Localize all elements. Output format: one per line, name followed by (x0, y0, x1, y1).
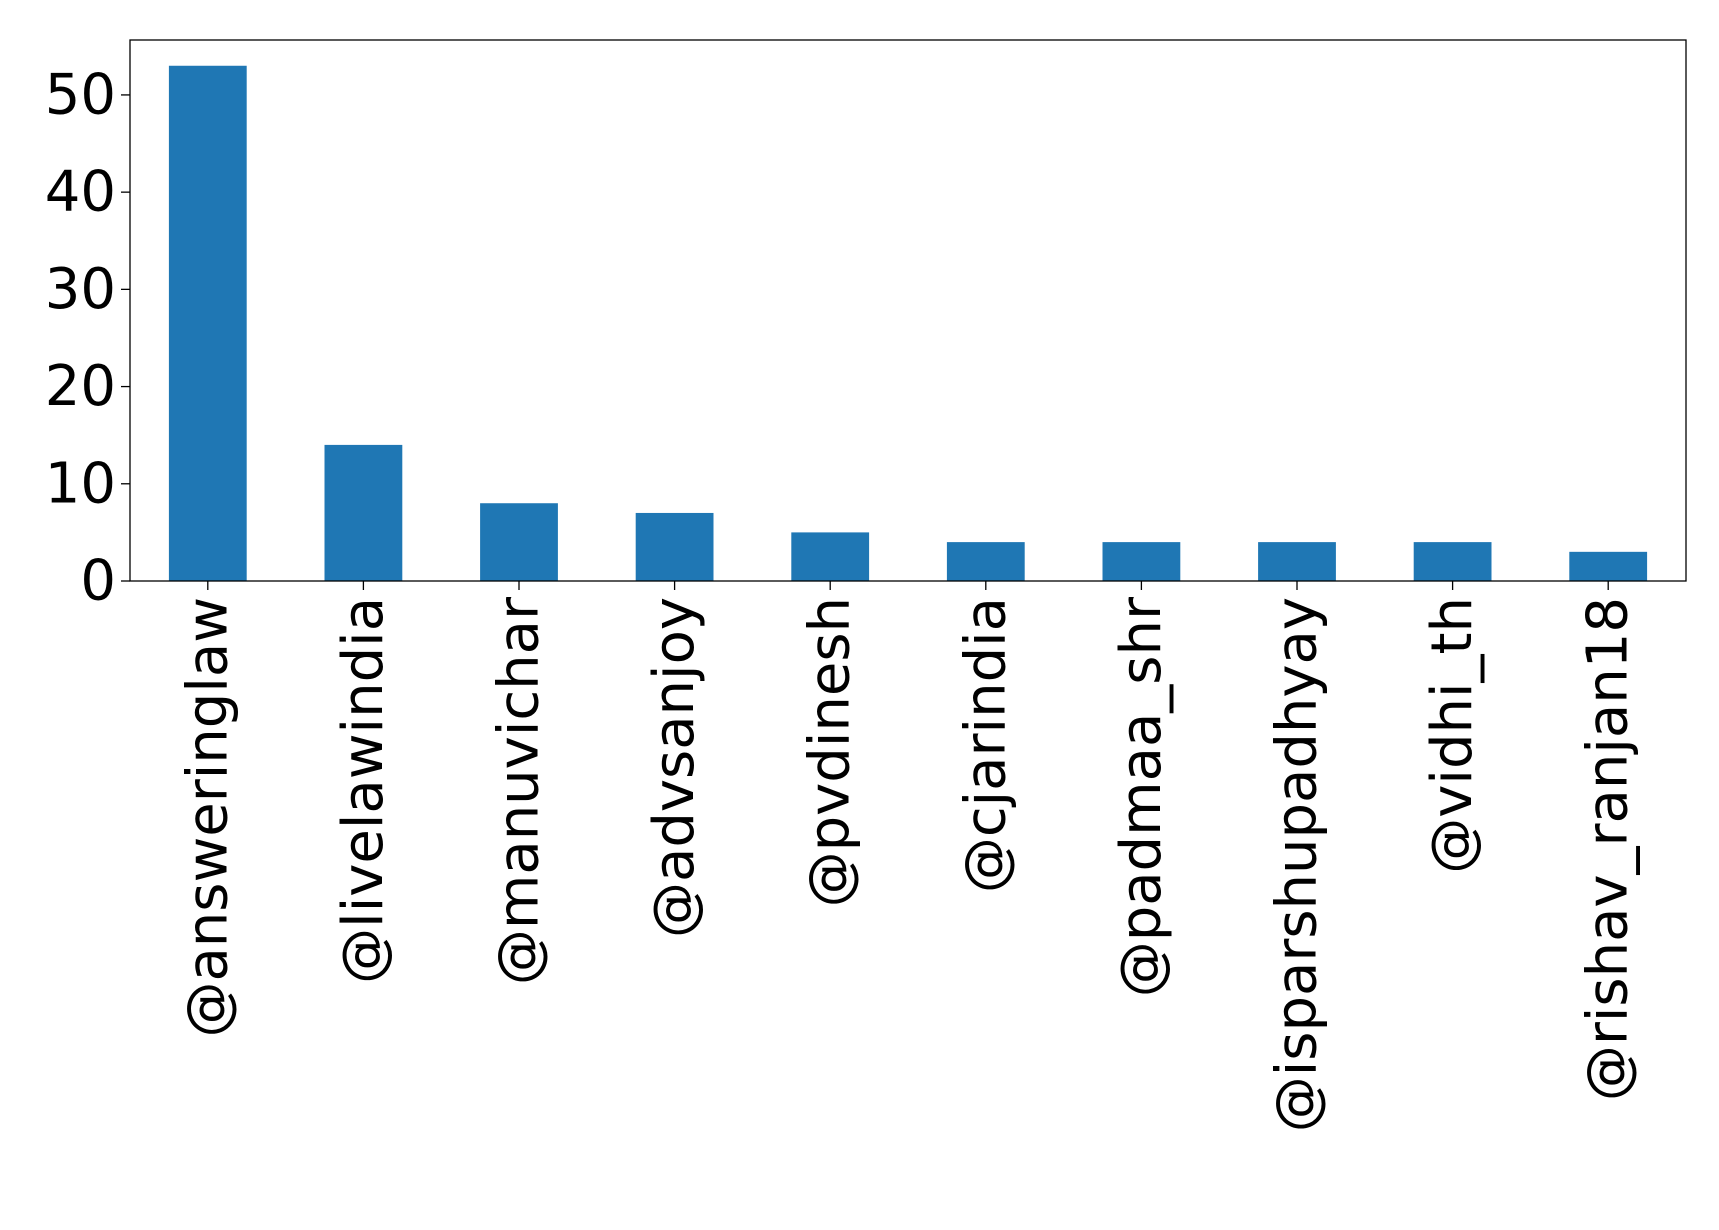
x-tick-label: @cjarindia (953, 597, 1018, 893)
x-tick-label: @rishav_ranjan18 (1576, 597, 1641, 1101)
x-tick-label: @vidhi_th (1420, 597, 1485, 874)
bars-group (168, 65, 1648, 581)
y-tick-label: 20 (45, 354, 116, 419)
bar-livelawindia (324, 444, 403, 581)
x-tick-label: @answeringlaw (175, 597, 240, 1038)
y-axis: 0 10 20 30 40 50 (45, 62, 130, 614)
y-tick-label: 50 (45, 62, 116, 127)
bar-pvdinesh (791, 532, 870, 581)
bar-cjarindia (946, 542, 1025, 581)
bar-advsanjoy (635, 512, 714, 581)
y-tick-label: 0 (80, 549, 116, 614)
x-tick-label: @advsanjoy (642, 597, 707, 938)
x-tick-label: @isparshupadhyay (1265, 597, 1330, 1132)
bar-manuvichar (480, 503, 558, 581)
y-tick-label: 40 (45, 160, 116, 225)
x-tick-label: @padmaa_shr (1109, 596, 1174, 997)
bar-padmaa-shr (1102, 542, 1181, 581)
x-tick-label: @manuvichar (487, 596, 552, 985)
bar-answeringlaw (168, 65, 247, 581)
bar-vidhi-th (1413, 542, 1492, 581)
plot-area-frame (129, 39, 1687, 582)
x-tick-label: @pvdinesh (798, 597, 863, 907)
x-axis: @answeringlaw @livelawindia @manuvichar @ad… (175, 581, 1641, 1132)
x-tick-label: @livelawindia (331, 597, 396, 984)
y-tick-label: 30 (45, 257, 116, 322)
y-tick-label: 10 (45, 451, 116, 516)
bar-isparshupadhyay (1258, 542, 1336, 581)
bar-rishav-ranjan18 (1569, 551, 1648, 581)
